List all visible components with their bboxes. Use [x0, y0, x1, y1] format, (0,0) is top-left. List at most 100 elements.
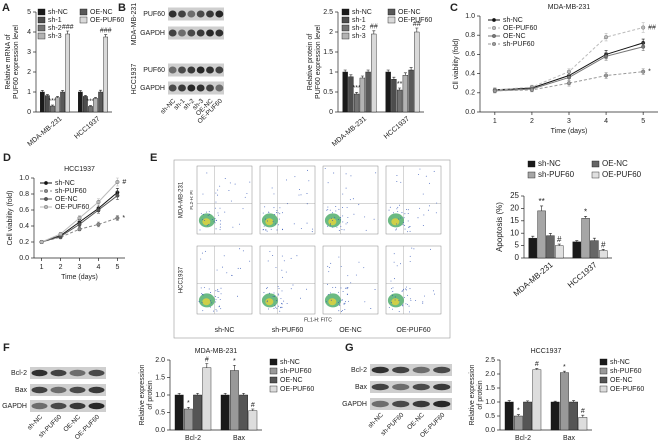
- flow-dot: [283, 260, 285, 262]
- flow-dot: [346, 206, 348, 208]
- blot-row-label: PUF60: [143, 11, 165, 18]
- significance-mark: ##: [370, 24, 378, 31]
- flow-dot: [339, 300, 341, 302]
- flow-dot: [436, 202, 438, 204]
- blot-band: [371, 366, 389, 374]
- flow-cluster-core: [328, 218, 337, 226]
- error-bar: [557, 243, 561, 246]
- legend-swatch: [37, 16, 46, 24]
- chart: HCC1937 0.0 0.5 1.0 1.5 2.0 2.5 Relative expres…: [469, 348, 644, 442]
- legend-swatch: [387, 8, 396, 16]
- blot-band: [69, 369, 86, 377]
- flow-dot: [390, 288, 392, 290]
- blot-band: [187, 66, 196, 74]
- flow-dot: [290, 257, 292, 259]
- flow-dot: [208, 213, 210, 215]
- significance-mark: #: [251, 402, 255, 409]
- point: [58, 232, 63, 236]
- legend-label: OE-NC: [610, 377, 633, 384]
- bar: [229, 370, 239, 431]
- point: [77, 216, 82, 220]
- flow-dot: [337, 219, 339, 220]
- error-bar: [553, 400, 557, 402]
- flow-dot: [391, 301, 392, 303]
- flow-dot: [406, 304, 408, 306]
- bar: [590, 240, 599, 259]
- blot-band: [392, 383, 410, 391]
- error-bar: [186, 406, 190, 409]
- chart-title: MDA-MB-231: [195, 348, 238, 355]
- flow-dot: [355, 274, 357, 276]
- flow-dot: [407, 231, 409, 233]
- blot-band: [196, 66, 205, 74]
- bar: [537, 210, 546, 259]
- legend-marker: [44, 197, 48, 201]
- legend-swatch: [599, 385, 608, 393]
- blot-band: [206, 29, 214, 37]
- flow-dot: [345, 223, 347, 225]
- flow-dot: [392, 295, 393, 296]
- blot-strip: [30, 400, 106, 412]
- flow-dot: [332, 226, 334, 228]
- legend-marker: [44, 205, 48, 209]
- legend-label: sh-NC: [48, 9, 68, 16]
- flow-dot: [211, 302, 213, 304]
- flow-dot: [370, 308, 372, 309]
- flow-dot: [201, 302, 203, 304]
- legend-label: OE-NC: [90, 9, 113, 16]
- y-tick-label: 1.0: [155, 392, 165, 399]
- blot-band: [371, 400, 389, 408]
- flow-dot: [341, 309, 343, 311]
- flow-dot: [265, 218, 267, 220]
- flow-dot: [269, 292, 270, 294]
- flow-dot: [342, 291, 344, 292]
- significance-mark: **: [397, 81, 403, 88]
- flow-dot: [219, 229, 221, 231]
- bar: [77, 91, 83, 113]
- legend-swatch: [341, 16, 350, 24]
- flow-dot: [394, 278, 396, 280]
- flow-dot: [345, 300, 347, 302]
- significance-mark: ***: [353, 85, 361, 92]
- chart-title: HCC1937: [531, 348, 562, 355]
- legend-swatch: [341, 8, 350, 16]
- flow-dot: [392, 308, 393, 310]
- flow-dot: [410, 298, 412, 300]
- bar: [408, 69, 414, 113]
- blot-band: [178, 84, 186, 92]
- flow-dot: [264, 206, 266, 208]
- bar: [546, 235, 555, 259]
- error-bar: [366, 69, 370, 72]
- significance-mark: *: [648, 69, 651, 76]
- flow-dot: [282, 229, 283, 231]
- bar: [103, 36, 108, 113]
- flow-dot: [393, 212, 395, 214]
- y-axis-label: PUF60 expression level: [315, 25, 322, 99]
- flow-dot: [215, 299, 217, 301]
- legend-swatch: [599, 358, 608, 366]
- flow-dot: [344, 308, 346, 310]
- flow-dot: [329, 223, 331, 225]
- legend-swatch: [37, 24, 46, 32]
- flow-dot: [202, 219, 204, 221]
- flow-dot: [202, 213, 204, 215]
- flow-dot: [282, 276, 284, 278]
- flow-cluster-core: [202, 218, 211, 226]
- y-tick-label: 2.5: [485, 357, 495, 364]
- flow-dot: [217, 194, 219, 196]
- bar: [98, 91, 103, 113]
- flow-dot: [246, 192, 248, 194]
- flow-dot: [214, 207, 216, 209]
- flow-dot: [209, 306, 211, 308]
- flow-dot: [346, 287, 348, 289]
- bar: [202, 367, 212, 431]
- flow-dot: [276, 209, 278, 211]
- bar: [555, 245, 564, 259]
- blot-row-label: GAPDH: [342, 401, 367, 408]
- y-tick-label: 1.0: [19, 175, 29, 182]
- flow-dot: [331, 212, 333, 214]
- flow-dot: [202, 193, 204, 195]
- blot-band: [187, 84, 196, 92]
- flow-dot: [273, 193, 275, 195]
- legend-swatch: [37, 32, 46, 40]
